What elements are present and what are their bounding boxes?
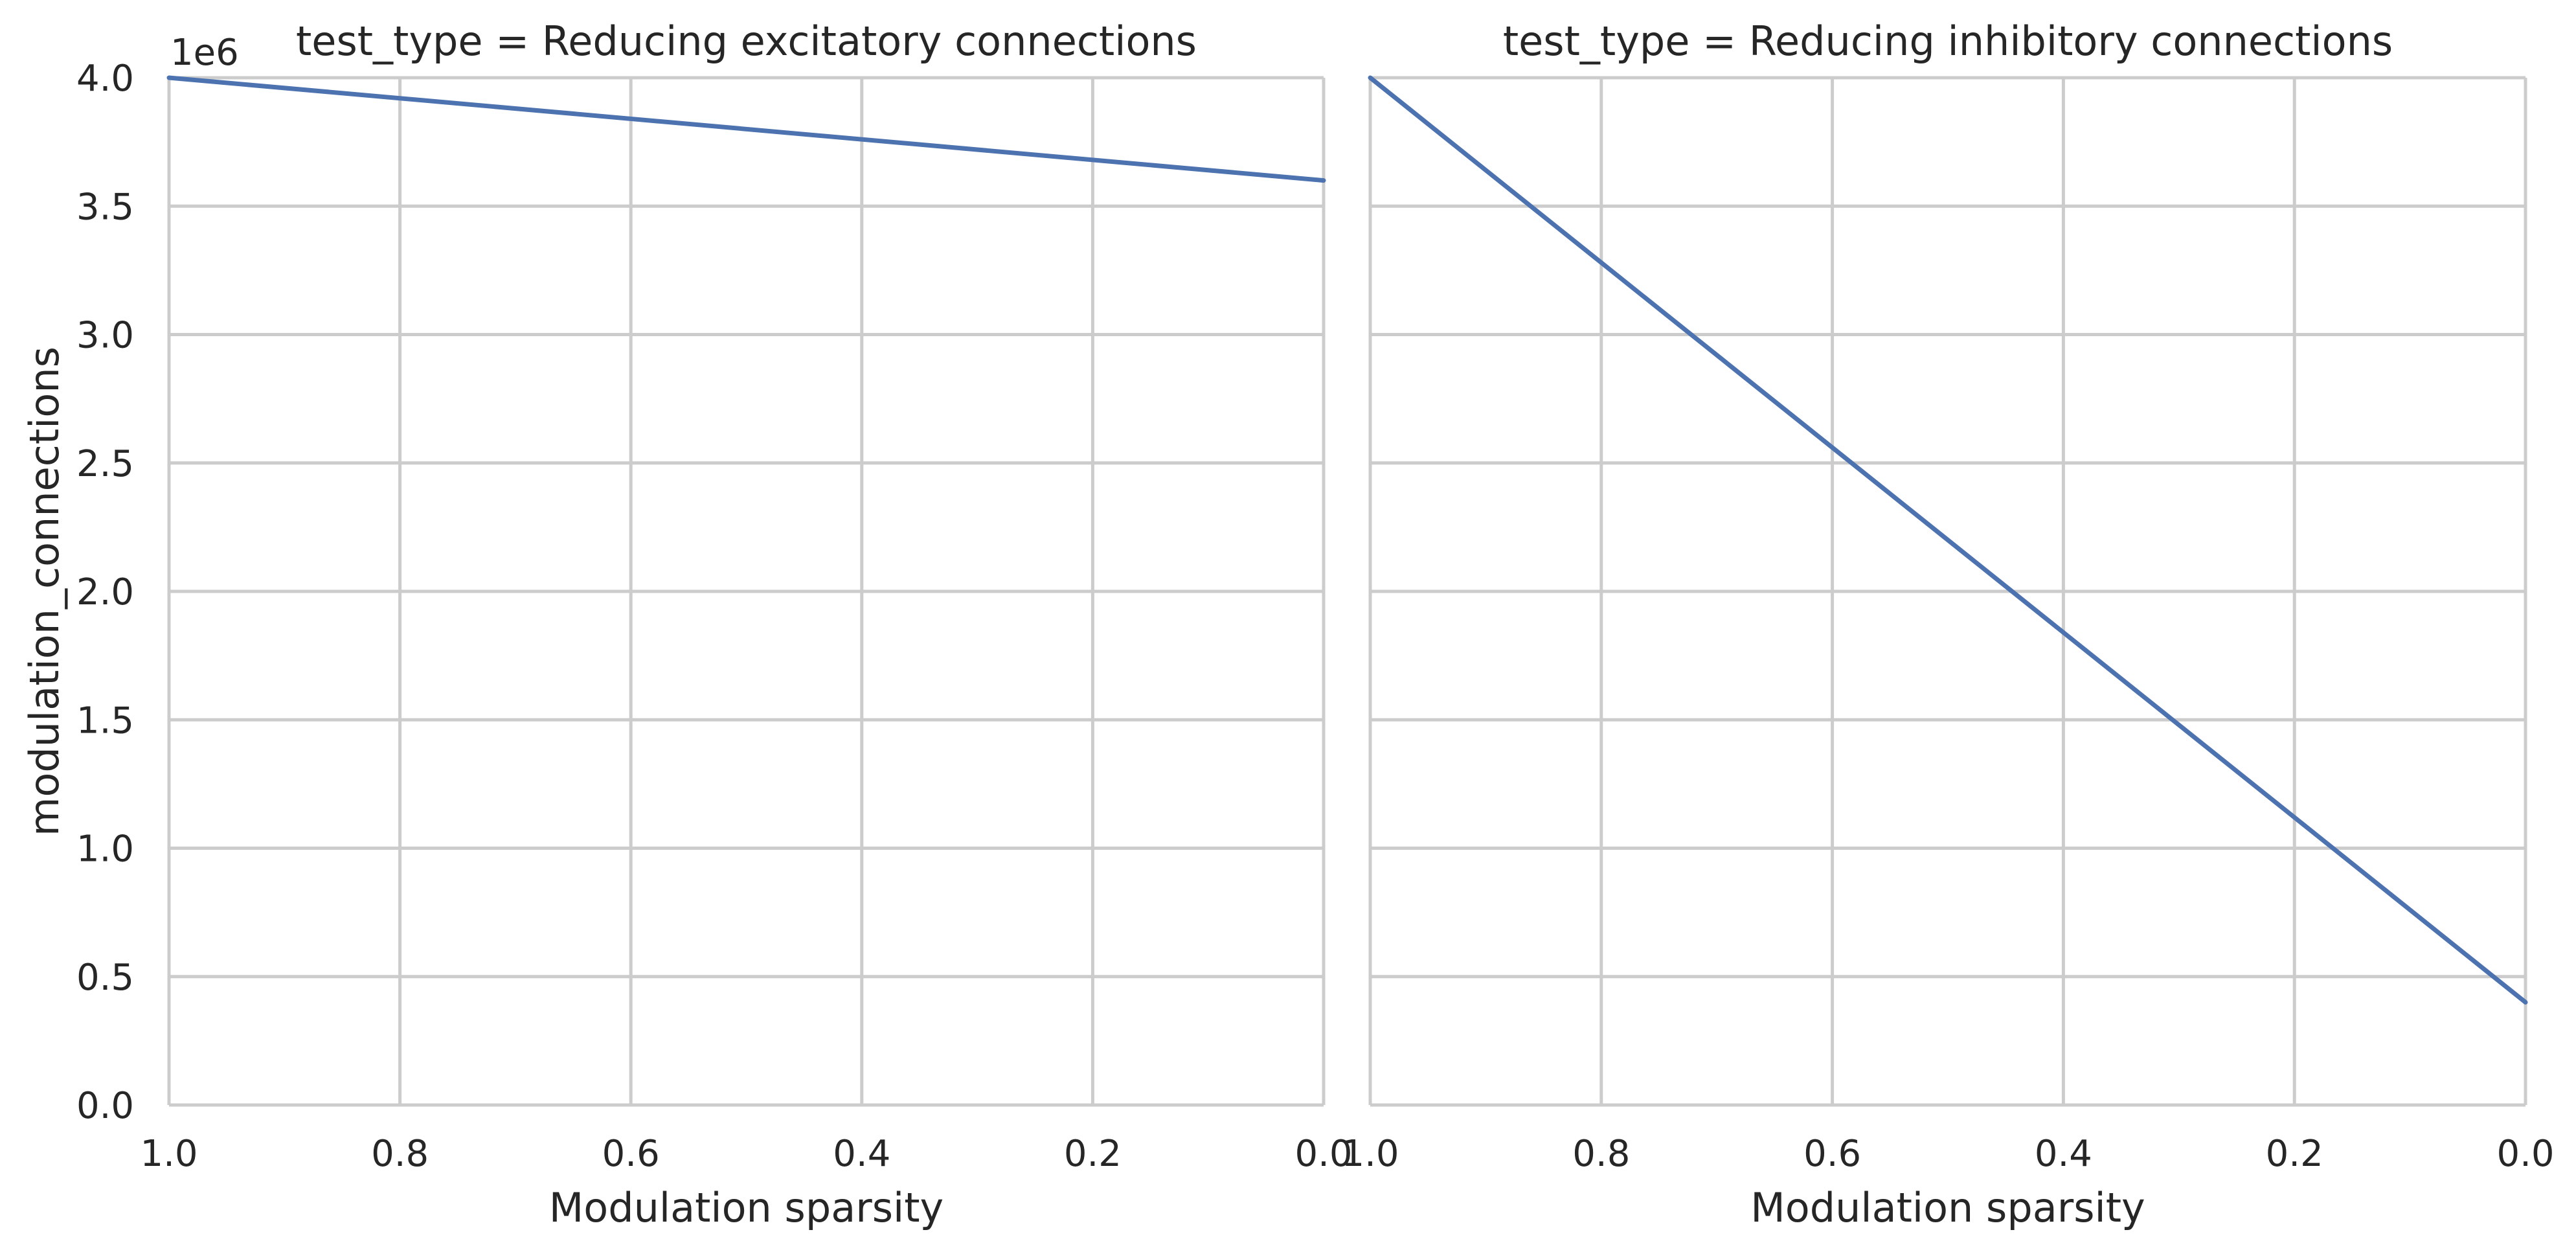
chart-panel-1: 1.0 0.8 0.6 0.4 0.2 0.0 0.0 0.5 1.0 1.5 2.0 2.5 3.0 3… [21, 17, 1353, 1231]
y-tick-label: 3.5 [76, 186, 134, 228]
series-line [1368, 75, 2528, 1005]
panel-title: test_type = Reducing excitatory connecti… [296, 17, 1197, 65]
x-tick-label: 0.8 [371, 1133, 429, 1175]
y-tick-label: 4.0 [76, 58, 134, 100]
y-tick-label: 2.5 [76, 443, 134, 485]
y-tick-label: 3.0 [76, 315, 134, 357]
x-tick-label: 0.4 [2035, 1133, 2092, 1175]
x-tick-label: 0.0 [2496, 1133, 2554, 1175]
y-tick-label: 2.0 [76, 571, 134, 613]
x-tick-label: 0.6 [1803, 1133, 1861, 1175]
x-tick-label: 0.0 [1294, 1133, 1352, 1175]
series-line [166, 75, 1326, 183]
x-tick-label: 0.6 [602, 1133, 660, 1175]
y-tick-label: 0.5 [76, 957, 134, 999]
y-axis-label: modulation_connections [21, 347, 68, 836]
x-tick-label: 1.0 [1341, 1133, 1399, 1175]
x-tick-label: 0.2 [2266, 1133, 2323, 1175]
y-tick-label: 1.5 [76, 700, 134, 742]
panel-title: test_type = Reducing inhibitory connecti… [1503, 17, 2393, 65]
y-offset-label: 1e6 [170, 32, 239, 74]
x-axis-label: Modulation sparsity [549, 1184, 943, 1231]
x-tick-label: 0.8 [1572, 1133, 1630, 1175]
y-tick-label: 0.0 [76, 1085, 134, 1127]
chart-panel-2: 1.0 0.8 0.6 0.4 0.2 0.0 test_type = Reducing i… [1341, 17, 2554, 1231]
x-tick-label: 0.2 [1064, 1133, 1122, 1175]
x-axis-label: Modulation sparsity [1750, 1184, 2145, 1231]
y-tick-label: 1.0 [76, 828, 134, 871]
x-tick-label: 1.0 [140, 1133, 198, 1175]
x-tick-label: 0.4 [833, 1133, 890, 1175]
